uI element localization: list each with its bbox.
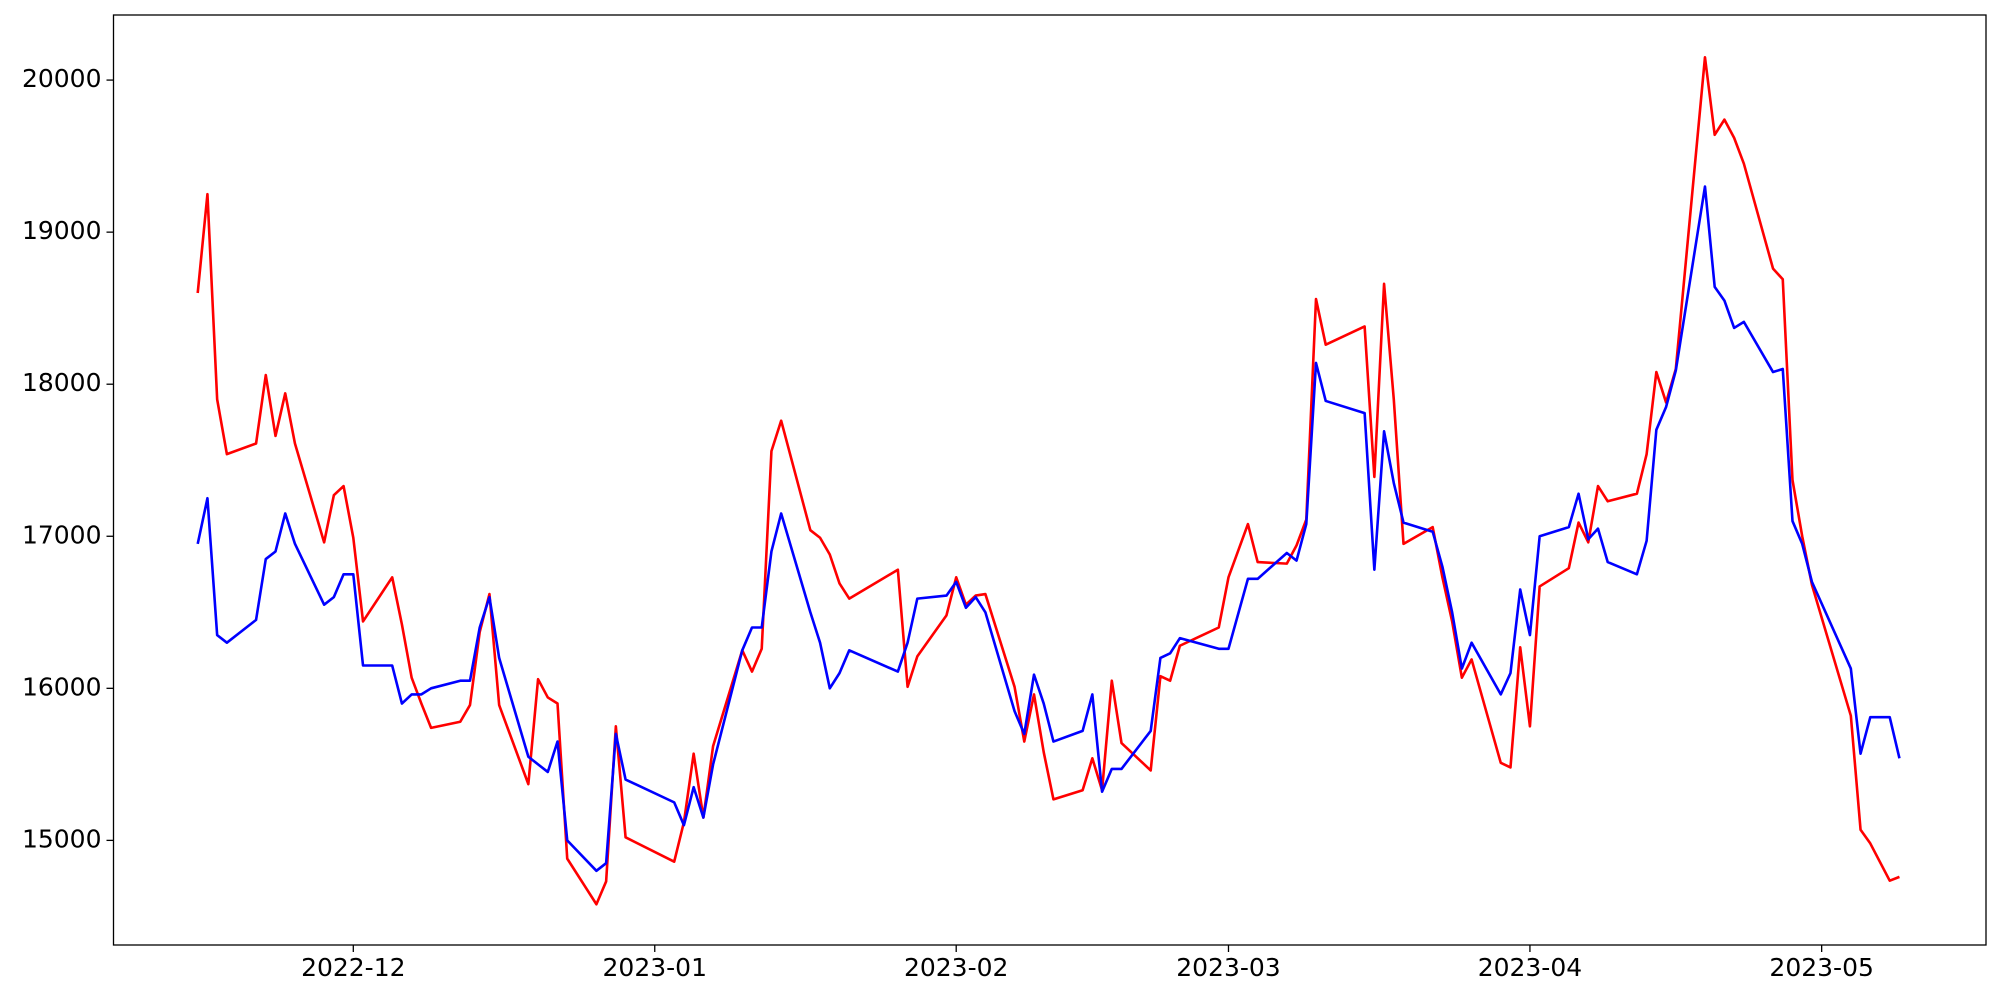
y-tick-label: 18000 — [22, 368, 102, 397]
y-tick-label: 17000 — [22, 520, 102, 549]
x-tick-label: 2023-01 — [603, 953, 707, 982]
x-tick-label: 2022-12 — [301, 953, 405, 982]
line-series — [196, 55, 1900, 906]
y-tick-label: 16000 — [22, 672, 102, 701]
x-tick-label: 2023-02 — [904, 953, 1008, 982]
x-tick-label: 2023-04 — [1478, 953, 1582, 982]
x-tick-label: 2023-03 — [1176, 953, 1280, 982]
x-tick-label: 2023-05 — [1769, 953, 1873, 982]
y-tick-label: 20000 — [22, 64, 102, 93]
plot-frame — [112, 14, 1987, 946]
y-tick-label: 19000 — [22, 216, 102, 245]
y-tick-label: 15000 — [22, 824, 102, 853]
line-series — [196, 185, 1901, 873]
